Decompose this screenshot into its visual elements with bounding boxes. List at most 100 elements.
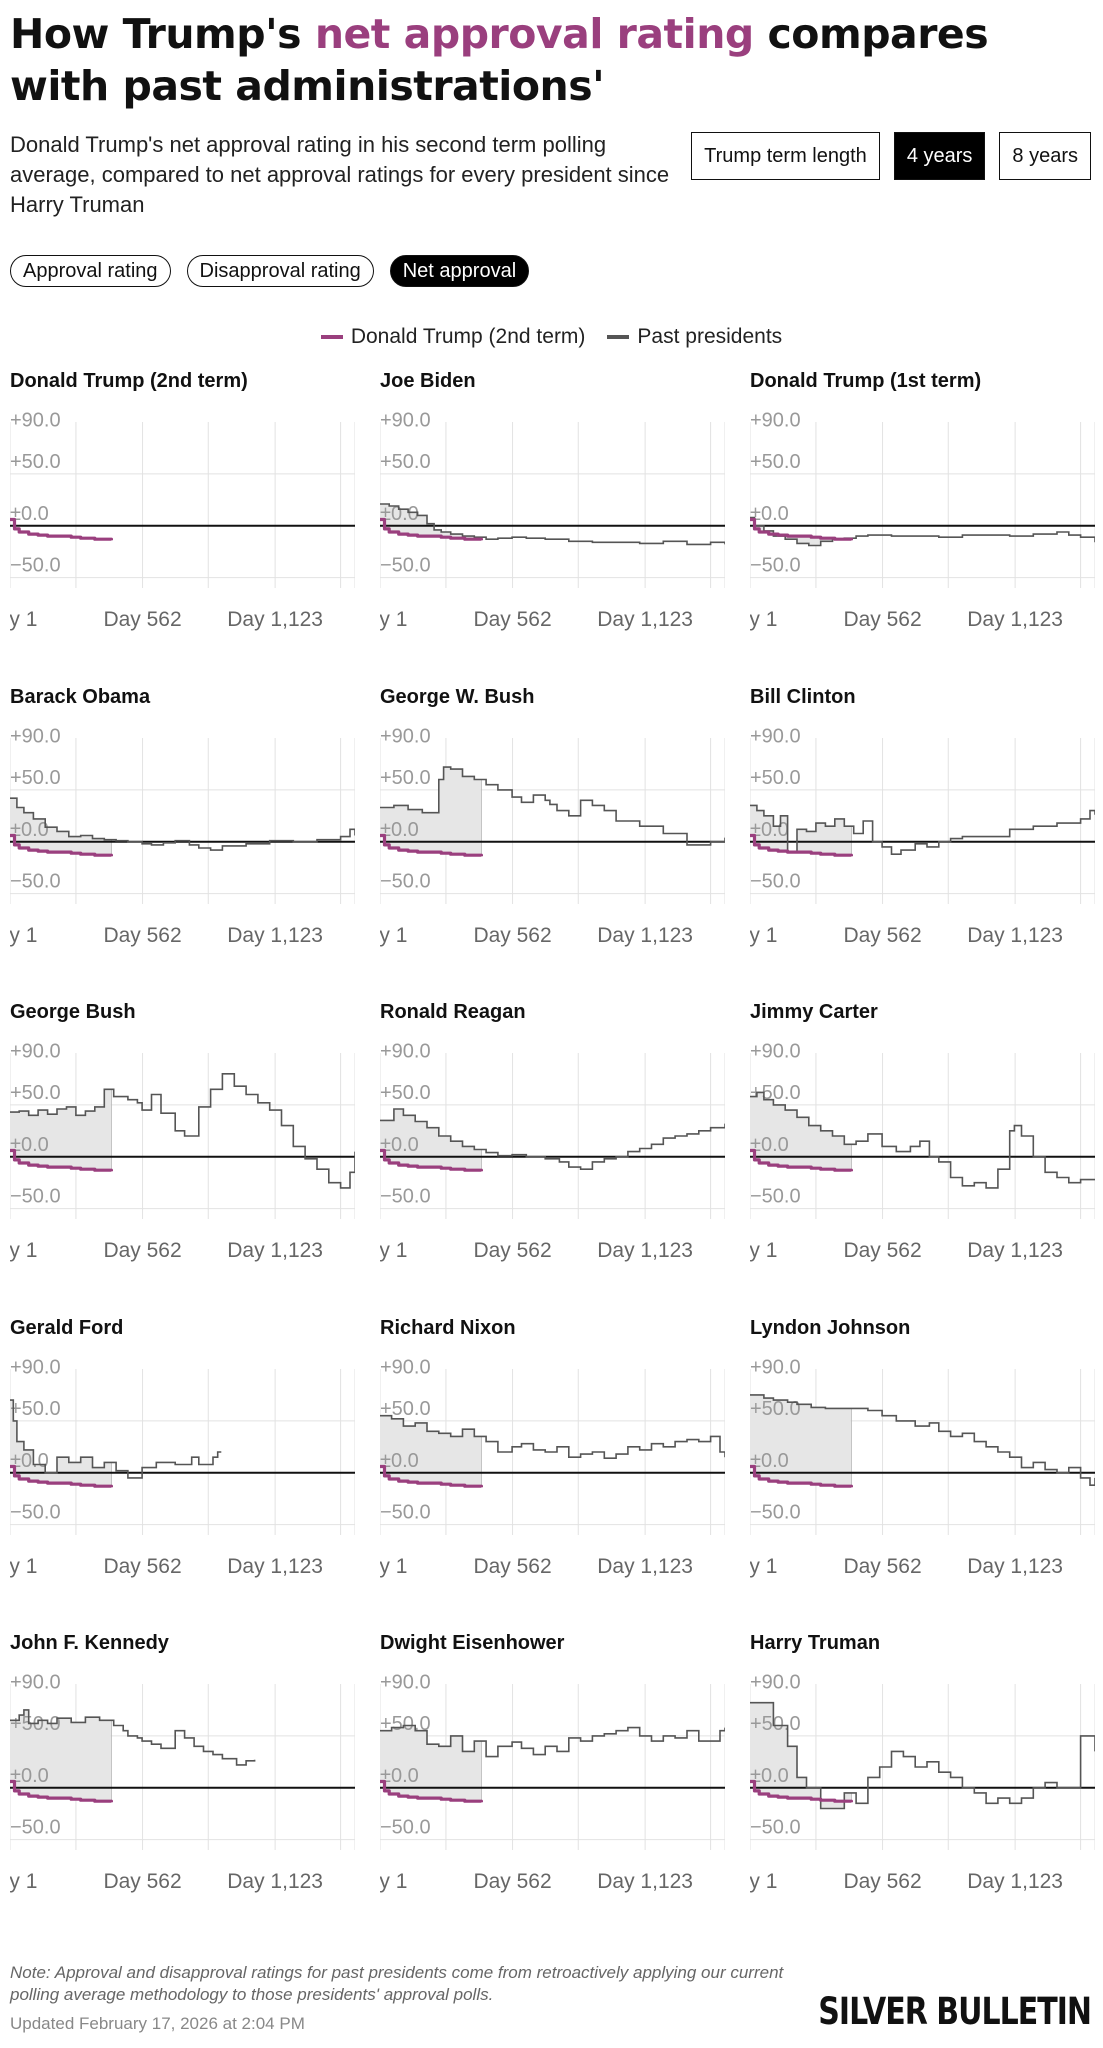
past-president-line (380, 1414, 725, 1459)
difference-shade (10, 1709, 111, 1802)
trump-second-term-line (380, 517, 483, 541)
y-tick-label: −50.0 (380, 555, 431, 577)
y-tick-label: ±0.0 (380, 1450, 419, 1472)
legend-swatch-trump (320, 335, 343, 339)
y-tick-label: +90.0 (380, 1356, 431, 1378)
panel-title: John F. Kennedy (10, 1632, 169, 1654)
y-tick-label: ±0.0 (380, 1765, 419, 1787)
x-tick-label: Day 1,123 (597, 924, 693, 947)
panel-gerald-ford: Gerald Ford +90.0 +50.0 ±0.0 −50.0 Day 1 Day 5… (10, 1317, 370, 1617)
x-tick-label: Day 1 (750, 608, 777, 631)
difference-shade (750, 1702, 851, 1809)
panel-title: Lyndon Johnson (750, 1317, 911, 1339)
y-tick-label: +90.0 (380, 409, 431, 431)
past-president-line (750, 1394, 1095, 1486)
past-president-line (750, 804, 1095, 855)
chart-legend: Donald Trump (2nd term) Past presidents (0, 325, 1103, 349)
chart-title: How Trump's net approval rating compares… (10, 10, 989, 110)
y-tick-label: −50.0 (380, 871, 431, 893)
x-tick-label: Day 1,123 (967, 1555, 1063, 1578)
x-tick-label: Day 1 (380, 924, 407, 947)
y-tick-label: +90.0 (750, 409, 801, 431)
x-tick-label: Day 1,123 (227, 924, 323, 947)
y-tick-label: +90.0 (750, 1356, 801, 1378)
brand-logo: SILVER BULLETIN (818, 1990, 1092, 2034)
x-tick-label: Day 562 (103, 608, 181, 631)
x-tick-label: Day 562 (103, 1555, 181, 1578)
y-tick-label: +90.0 (380, 1040, 431, 1062)
panel-title: George Bush (10, 1001, 136, 1023)
difference-shade (380, 1415, 481, 1487)
y-tick-label: ±0.0 (380, 1134, 419, 1156)
panel-title: Dwight Eisenhower (380, 1632, 565, 1654)
x-tick-label: Day 1,123 (967, 1870, 1063, 1893)
panel-richard-nixon: Richard Nixon +90.0 +50.0 ±0.0 −50.0 Day 1 Day… (380, 1317, 740, 1617)
y-tick-label: −50.0 (750, 555, 801, 577)
panel-ronald-reagan: Ronald Reagan +90.0 +50.0 ±0.0 −50.0 Day 1 Day… (380, 1001, 740, 1301)
y-tick-label: −50.0 (10, 555, 61, 577)
footnote: Note: Approval and disapproval ratings f… (10, 1963, 784, 2004)
term-length-label: Trump term length (691, 132, 880, 180)
past-president-line (10, 1073, 355, 1189)
panel-john-f-kennedy: John F. Kennedy +90.0+50.0±0.0−50.0Day 1D… (10, 1632, 370, 1932)
legend-item-trump: Donald Trump (2nd term) (320, 325, 585, 349)
y-tick-label: +50.0 (10, 767, 61, 789)
x-tick-label: Day 1,123 (227, 1870, 323, 1893)
difference-shade (750, 1092, 851, 1171)
y-tick-label: +50.0 (380, 1713, 431, 1735)
y-tick-label: +90.0 (380, 725, 431, 747)
difference-shade (380, 1109, 481, 1171)
y-tick-label: ±0.0 (380, 819, 419, 841)
past-president-line (380, 503, 725, 546)
panel-harry-truman: Harry Truman +90.0 +50.0 ±0.0 −50.0 Day 1 Day … (750, 1632, 1103, 1932)
y-tick-label: ±0.0 (750, 819, 789, 841)
x-tick-label: Day 1,123 (967, 608, 1063, 631)
disapproval-rating-button[interactable]: Disapproval rating (186, 255, 374, 287)
y-tick-label: −50.0 (380, 1186, 431, 1208)
panel-title: Barack Obama (10, 686, 151, 708)
panel-title: Harry Truman (750, 1632, 881, 1654)
x-tick-label: Day 562 (473, 608, 551, 631)
term-4-years-button[interactable]: 4 years (893, 132, 986, 180)
panel-jimmy-carter: Jimmy Carter +90.0 +50.0 ±0.0 −50.0 Day 1 Day … (750, 1001, 1103, 1301)
updated-timestamp: Updated February 17, 2026 at 2:04 PM (10, 2014, 305, 2033)
y-tick-label: ±0.0 (10, 1134, 49, 1156)
past-president-line (380, 1724, 725, 1758)
net-approval-button[interactable]: Net approval (389, 255, 530, 287)
trump-second-term-line (10, 833, 113, 857)
x-tick-label: Day 1 (750, 1239, 777, 1262)
panel-donald-trump-1st-term: Donald Trump (1st term) +90.0 +50.0 ±0.0 −50… (750, 370, 1103, 670)
y-tick-label: ±0.0 (750, 503, 789, 525)
y-tick-label: −50.0 (10, 1817, 61, 1839)
y-tick-label: +90.0 (10, 409, 61, 431)
panel-george-w-bush: George W. Bush +90.0 +50.0 ±0.0 −50.0 Day 1 Da… (380, 686, 740, 986)
panel-lyndon-johnson: Lyndon Johnson +90.0 +50.0 ±0.0 −50.0 Day 1 Da… (750, 1317, 1103, 1617)
x-tick-label: Day 1,123 (597, 1239, 693, 1262)
panel-title: Ronald Reagan (380, 1001, 526, 1023)
term-8-years-button[interactable]: 8 years (999, 132, 1091, 180)
trump-second-term-line (10, 1148, 113, 1172)
past-president-line (750, 1701, 1095, 1810)
panel-title: Joe Biden (380, 370, 476, 392)
trump-second-term-line (750, 833, 853, 857)
y-tick-label: −50.0 (750, 1502, 801, 1524)
panel-title: Jimmy Carter (750, 1001, 878, 1023)
x-tick-label: Day 1,123 (967, 1239, 1063, 1262)
y-tick-label: +50.0 (380, 451, 431, 473)
approval-rating-button[interactable]: Approval rating (10, 255, 171, 287)
x-tick-label: Day 562 (473, 1870, 551, 1893)
y-tick-label: −50.0 (380, 1817, 431, 1839)
y-tick-label: −50.0 (750, 1186, 801, 1208)
y-tick-label: +90.0 (10, 1356, 61, 1378)
panel-dwight-eisenhower: Dwight Eisenhower +90.0 +50.0 ±0.0 −50.0 Day … (380, 1632, 740, 1932)
difference-shade (380, 767, 481, 856)
trump-second-term-line (10, 517, 113, 541)
y-tick-label: +90.0 (380, 1671, 431, 1693)
difference-shade (10, 1089, 111, 1171)
